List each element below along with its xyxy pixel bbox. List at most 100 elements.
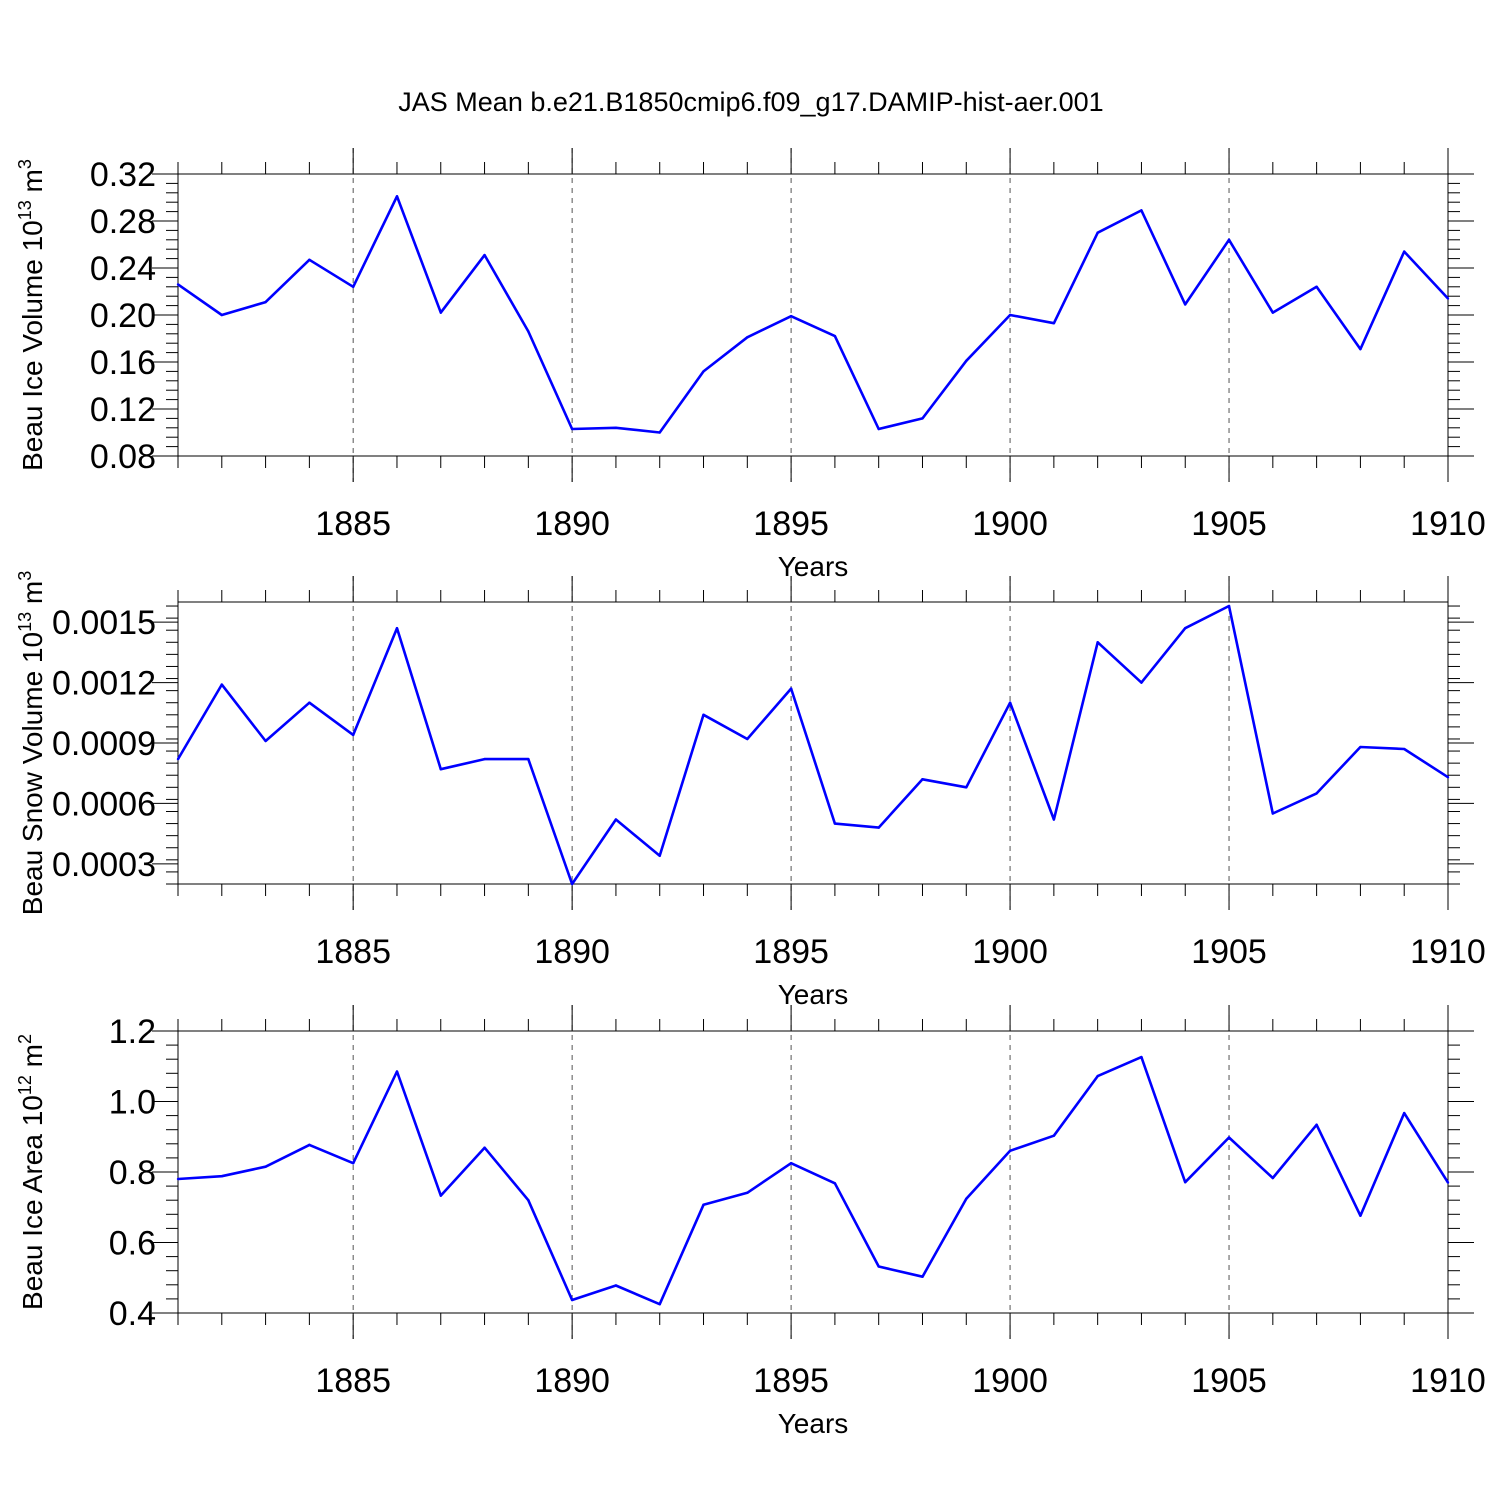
x-tick-label: 1910 xyxy=(1410,933,1486,971)
x-axis-label: Years xyxy=(778,1408,849,1439)
y-axis-label-part: Beau Ice Area 10 xyxy=(17,1095,48,1310)
data-point xyxy=(1227,238,1231,241)
data-point xyxy=(1359,1214,1362,1217)
data-point xyxy=(1271,1176,1275,1180)
data-point xyxy=(395,195,399,198)
data-point xyxy=(220,683,223,686)
figure-title: JAS Mean b.e21.B1850cmip6.f09_g17.DAMIP-… xyxy=(398,87,1103,117)
data-point xyxy=(1184,626,1187,630)
data-point xyxy=(965,1197,968,1200)
series-line xyxy=(176,604,1449,886)
data-point xyxy=(439,1194,442,1197)
y-tick-label: 1.2 xyxy=(109,1013,156,1051)
x-tick-label: 1895 xyxy=(753,505,829,543)
x-axis-label: Years xyxy=(778,551,849,582)
data-point xyxy=(527,757,530,761)
data-point xyxy=(833,822,837,825)
data-point xyxy=(1227,1136,1231,1139)
data-point xyxy=(833,334,837,338)
data-point xyxy=(614,1284,618,1287)
y-axis-label-part: 2 xyxy=(15,1034,35,1044)
data-point xyxy=(1271,812,1275,815)
y-axis-label-part: Beau Ice Volume 10 xyxy=(17,220,48,471)
panel-snow-volume: 0.0003 0.0006 0.0009 0.0012 0.0015 1885 1890 18… xyxy=(15,571,1486,1010)
data-point xyxy=(1359,347,1362,351)
data-point xyxy=(176,757,180,761)
data-point xyxy=(1315,792,1318,795)
data-point xyxy=(570,882,574,886)
data-point xyxy=(877,826,880,829)
y-tick-label: 0.12 xyxy=(90,391,156,429)
y-tick-label: 0.8 xyxy=(109,1154,156,1192)
data-point xyxy=(527,1199,530,1202)
data-point xyxy=(965,786,968,789)
y-tick-label: 0.20 xyxy=(90,297,156,335)
x-tick-label: 1910 xyxy=(1410,505,1486,543)
y-axis-label-part: 12 xyxy=(15,1075,35,1095)
data-point xyxy=(1008,313,1012,317)
data-point xyxy=(702,370,705,373)
data-point xyxy=(789,687,793,690)
y-tick-label: 0.4 xyxy=(109,1295,156,1333)
data-point xyxy=(789,1161,793,1165)
data-point xyxy=(1446,776,1450,779)
y-tick-label: 0.28 xyxy=(90,203,156,241)
data-point xyxy=(308,258,311,261)
data-point xyxy=(1446,1181,1450,1184)
data-point xyxy=(264,739,267,743)
y-tick-label: 0.24 xyxy=(90,250,156,288)
x-tick-label: 1900 xyxy=(972,933,1048,971)
data-point xyxy=(789,314,793,318)
data-point xyxy=(1096,641,1099,644)
data-point xyxy=(1403,1111,1406,1115)
x-tick-label: 1890 xyxy=(534,933,610,971)
data-point xyxy=(1052,818,1056,821)
y-tick-label: 0.0003 xyxy=(52,846,156,884)
data-point xyxy=(1096,1074,1099,1078)
y-axis-label: Beau Ice Area 1012 m2 xyxy=(15,1034,48,1310)
data-point xyxy=(264,300,267,304)
data-point xyxy=(877,427,880,431)
data-point xyxy=(746,737,749,741)
data-point xyxy=(395,626,399,630)
y-axis-label-part: 13 xyxy=(15,612,35,632)
y-tick-label: 0.0009 xyxy=(52,725,156,763)
x-tick-label: 1900 xyxy=(972,505,1048,543)
data-point xyxy=(220,313,223,317)
data-point xyxy=(351,285,355,288)
data-point xyxy=(1140,209,1143,212)
data-point xyxy=(176,1177,180,1181)
y-tick-label: 1.0 xyxy=(109,1084,156,1122)
x-tick-label: 1885 xyxy=(315,505,391,543)
data-point xyxy=(351,1161,355,1165)
x-tick-label: 1890 xyxy=(534,505,610,543)
data-point xyxy=(746,336,749,339)
series-line xyxy=(177,1055,1450,1306)
data-point xyxy=(439,767,442,771)
y-tick-label: 0.08 xyxy=(90,438,156,476)
data-point xyxy=(1359,745,1362,749)
y-tick-label: 0.0015 xyxy=(52,604,156,642)
data-point xyxy=(1052,1134,1056,1137)
data-point xyxy=(1315,1123,1318,1126)
data-point xyxy=(1096,231,1099,234)
data-point xyxy=(1008,1149,1012,1153)
x-tick-label: 1895 xyxy=(753,933,829,971)
data-point xyxy=(1403,250,1406,253)
plot-frame xyxy=(177,173,1449,457)
data-point xyxy=(658,854,661,857)
data-point xyxy=(614,818,618,821)
y-axis-label-part: 3 xyxy=(15,571,35,581)
y-axis-label-part: 3 xyxy=(15,159,35,169)
data-point xyxy=(220,1175,223,1178)
data-point xyxy=(176,283,180,286)
x-axis-label: Years xyxy=(778,979,849,1010)
x-tick-label: 1885 xyxy=(315,1362,391,1400)
x-tick-label: 1910 xyxy=(1410,1362,1486,1400)
panel-ice-area: 0.4 0.6 0.8 1.0 1.2 1885 1890 1895 1900 1905 1910 Y… xyxy=(15,1005,1486,1439)
data-point xyxy=(702,713,705,716)
data-point xyxy=(570,427,574,431)
data-point xyxy=(1227,604,1231,608)
